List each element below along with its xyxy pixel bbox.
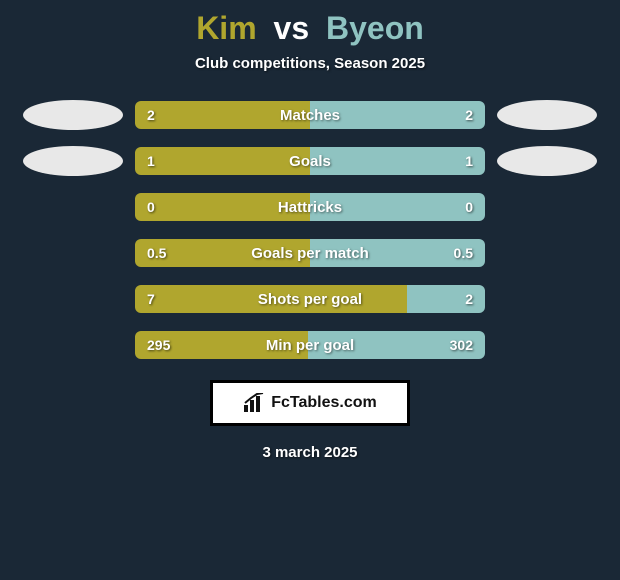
bar-left — [135, 193, 310, 221]
stat-row: 7Shots per goal2 — [0, 284, 620, 314]
avatar-left — [23, 146, 123, 176]
brand-box[interactable]: FcTables.com — [210, 380, 410, 426]
stat-row: 0Hattricks0 — [0, 192, 620, 222]
stat-bar: 7Shots per goal2 — [135, 285, 485, 313]
bar-right — [310, 239, 485, 267]
date: 3 march 2025 — [0, 444, 620, 461]
bar-right — [310, 193, 485, 221]
bar-left — [135, 285, 407, 313]
stat-row: 295Min per goal302 — [0, 330, 620, 360]
stat-bar: 0.5Goals per match0.5 — [135, 239, 485, 267]
player1-name: Kim — [196, 10, 256, 46]
avatar-right — [497, 146, 597, 176]
bar-left — [135, 101, 310, 129]
stat-bar: 0Hattricks0 — [135, 193, 485, 221]
avatar-left — [23, 100, 123, 130]
bar-left — [135, 331, 308, 359]
stats-rows: 2Matches2 1Goals1 0Hattricks0 0.5Goals per … — [0, 100, 620, 360]
title-vs: vs — [274, 10, 310, 46]
bar-right — [407, 285, 485, 313]
brand-text: FcTables.com — [271, 394, 377, 412]
bar-left — [135, 147, 310, 175]
subtitle: Club competitions, Season 2025 — [0, 55, 620, 72]
bar-left — [135, 239, 310, 267]
chart-icon — [243, 393, 265, 413]
stat-bar: 2Matches2 — [135, 101, 485, 129]
stat-row: 2Matches2 — [0, 100, 620, 130]
bar-right — [310, 101, 485, 129]
stat-row: 1Goals1 — [0, 146, 620, 176]
bar-right — [308, 331, 485, 359]
stat-row: 0.5Goals per match0.5 — [0, 238, 620, 268]
bar-right — [310, 147, 485, 175]
player2-name: Byeon — [326, 10, 424, 46]
stat-bar: 1Goals1 — [135, 147, 485, 175]
comparison-card: Kim vs Byeon Club competitions, Season 2… — [0, 0, 620, 461]
avatar-right — [497, 100, 597, 130]
title: Kim vs Byeon — [0, 10, 620, 47]
stat-bar: 295Min per goal302 — [135, 331, 485, 359]
